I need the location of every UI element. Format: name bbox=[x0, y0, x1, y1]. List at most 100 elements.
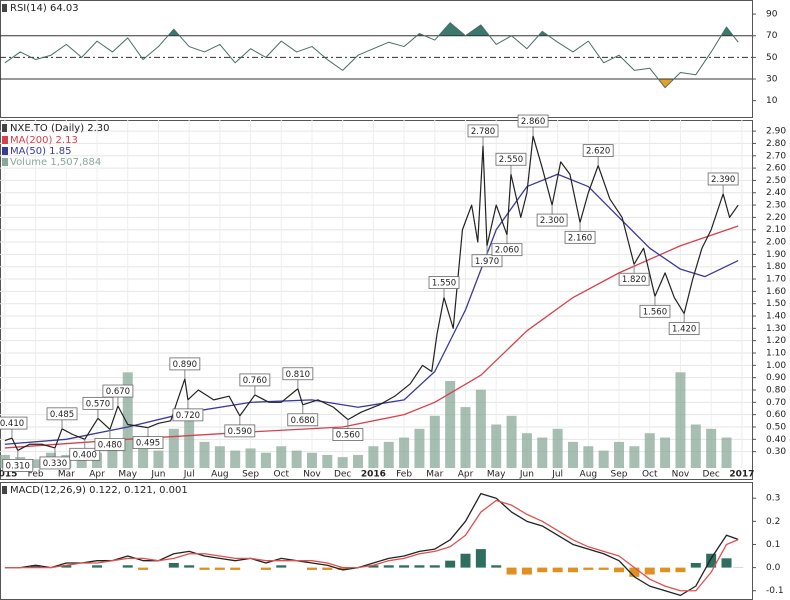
volume-bar bbox=[537, 437, 548, 468]
rsi-oversold-fill bbox=[658, 79, 674, 88]
volume-bar bbox=[460, 407, 471, 468]
panel-title: MACD(12,26,9) 0.122, 0.121, 0.001 bbox=[10, 485, 188, 496]
annotation-box bbox=[639, 304, 671, 318]
histogram-bar bbox=[460, 553, 471, 568]
volume-bar bbox=[107, 441, 118, 468]
annotation-label: 1.820 bbox=[622, 275, 646, 285]
annotation-label: 0.485 bbox=[50, 410, 74, 420]
volume-bar bbox=[598, 450, 609, 468]
volume-bar bbox=[721, 437, 732, 468]
histogram-bar bbox=[184, 565, 195, 568]
annotation-box bbox=[94, 438, 126, 451]
volume-bar bbox=[614, 441, 625, 468]
legend-entry: MA(50) 1.85 bbox=[10, 146, 71, 157]
x-tick-label: Jun bbox=[150, 470, 165, 480]
y-tick-label: 2.30 bbox=[766, 201, 786, 211]
volume-bar bbox=[690, 424, 701, 468]
histogram-bar bbox=[122, 565, 133, 568]
x-tick-label: Sep bbox=[611, 470, 628, 480]
x-tick-label: 2016 bbox=[361, 470, 386, 480]
histogram-bar bbox=[214, 567, 225, 570]
x-tick-label: May bbox=[118, 470, 137, 480]
volume-bar bbox=[629, 446, 640, 468]
rsi-line bbox=[4, 22, 739, 89]
volume-bar bbox=[414, 428, 425, 468]
volume-bar bbox=[138, 446, 149, 468]
macd-line bbox=[4, 492, 739, 597]
annotation-box bbox=[536, 213, 568, 227]
title-icon bbox=[2, 4, 7, 12]
volume-bar bbox=[660, 437, 671, 468]
histogram-bar bbox=[614, 567, 625, 573]
histogram-bar bbox=[337, 567, 348, 570]
x-tick-label: Oct bbox=[642, 470, 658, 480]
y-tick-label: 0.80 bbox=[766, 386, 786, 396]
x-tick-label: Feb bbox=[396, 470, 412, 480]
volume-bar bbox=[552, 428, 563, 468]
volume-bar bbox=[122, 372, 133, 468]
volume-bar bbox=[706, 428, 717, 468]
y-tick-label: 1.40 bbox=[766, 312, 786, 322]
volume-bar bbox=[368, 446, 379, 468]
volume-bar bbox=[168, 428, 179, 468]
panel bbox=[0, 482, 753, 600]
legend-swatch bbox=[2, 136, 8, 144]
histogram-bar bbox=[491, 565, 502, 568]
histogram-bar bbox=[399, 565, 410, 568]
y-tick-label: 2.10 bbox=[766, 225, 786, 235]
annotation-box bbox=[517, 114, 549, 128]
annotation-label: 0.410 bbox=[0, 419, 24, 429]
y-tick-label: 2.70 bbox=[766, 151, 786, 161]
volume-bar bbox=[199, 441, 210, 468]
annotation-label: 2.390 bbox=[711, 175, 735, 185]
annotation-box bbox=[2, 459, 34, 472]
volume-bar bbox=[260, 452, 271, 468]
y-tick-label: 1.80 bbox=[766, 262, 786, 272]
y-tick-label: 1.10 bbox=[766, 349, 786, 359]
y-tick-label: 0.90 bbox=[766, 373, 786, 383]
y-tick-label: 0.1 bbox=[766, 540, 780, 550]
y-tick-label: 1.50 bbox=[766, 299, 786, 309]
annotation-box bbox=[0, 416, 28, 430]
y-tick-label: 0.40 bbox=[766, 435, 786, 445]
legend-entry: Volume 1,507,884 bbox=[10, 157, 101, 168]
annotation-box bbox=[102, 384, 134, 398]
annotation-box bbox=[332, 428, 364, 441]
x-tick-label: Nov bbox=[303, 470, 321, 480]
histogram-bar bbox=[199, 567, 210, 570]
annotation-box bbox=[707, 172, 739, 186]
histogram-bar bbox=[30, 565, 41, 568]
volume-bar bbox=[276, 446, 287, 468]
histogram-bar bbox=[537, 567, 548, 573]
histogram-bar bbox=[429, 565, 440, 568]
annotation-label: 0.720 bbox=[176, 411, 200, 421]
annotation-box bbox=[582, 144, 614, 158]
x-tick-label: Mar bbox=[426, 470, 443, 480]
histogram-bar bbox=[445, 560, 456, 568]
volume-bar bbox=[675, 372, 686, 468]
histogram-bar bbox=[675, 567, 686, 573]
y-tick-label: 1.60 bbox=[766, 287, 786, 297]
volume-bar bbox=[567, 441, 578, 468]
volume-bar bbox=[291, 450, 302, 468]
annotation-box bbox=[82, 396, 114, 410]
y-tick-label: 2.90 bbox=[766, 127, 786, 137]
annotation-box bbox=[467, 124, 499, 138]
panel-title: RSI(14) 64.03 bbox=[10, 3, 79, 14]
panel bbox=[0, 0, 753, 118]
annotation-label: 2.160 bbox=[568, 233, 592, 243]
legend-swatch bbox=[2, 147, 8, 155]
x-tick-label: Jun bbox=[519, 470, 534, 480]
y-tick-label: 2.60 bbox=[766, 164, 786, 174]
x-tick-label: Oct bbox=[273, 470, 289, 480]
annotation-label: 0.890 bbox=[173, 360, 197, 370]
histogram-bar bbox=[276, 565, 287, 568]
annotation-box bbox=[132, 436, 164, 450]
histogram-bar bbox=[61, 565, 72, 568]
annotation-label: 0.670 bbox=[106, 387, 130, 397]
histogram-bar bbox=[644, 567, 655, 575]
panel bbox=[0, 120, 753, 480]
annotation-label: 0.680 bbox=[291, 416, 315, 426]
volume-bar bbox=[230, 450, 241, 468]
volume-bar bbox=[399, 437, 410, 468]
